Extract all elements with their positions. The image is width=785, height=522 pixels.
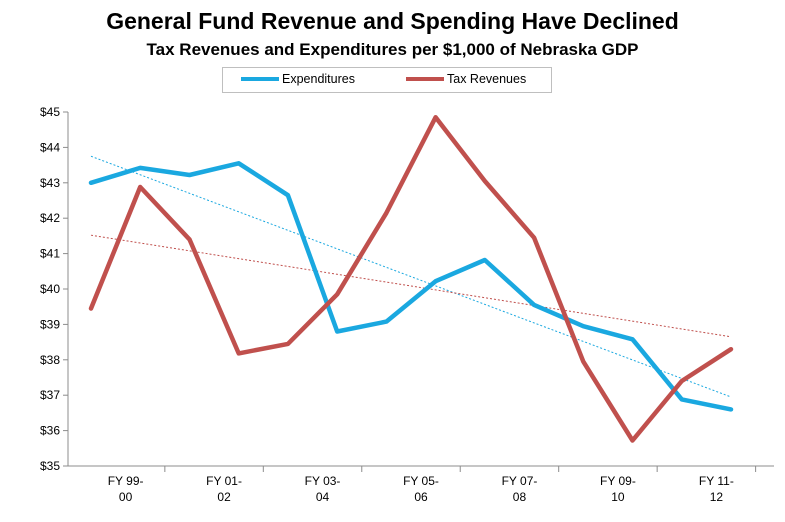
x-tick-label: 02 <box>217 490 231 504</box>
series-lines <box>88 115 734 443</box>
series-line-tax-revenues <box>88 115 734 443</box>
x-tick-label: FY 05- <box>403 474 439 488</box>
x-tick-label: 10 <box>611 490 625 504</box>
y-tick-label: $41 <box>40 247 60 261</box>
y-tick-label: $43 <box>40 176 60 190</box>
y-tick-label: $37 <box>40 388 60 402</box>
legend-label-expenditures: Expenditures <box>282 72 355 86</box>
y-tick-label: $42 <box>40 211 60 225</box>
legend-item-tax-revenues: Tax Revenues <box>406 72 526 86</box>
legend-swatch-expenditures <box>241 77 279 81</box>
x-tick-label: FY 03- <box>305 474 341 488</box>
trendline-tax-revenues <box>90 234 732 338</box>
x-tick-label: FY 07- <box>502 474 538 488</box>
y-tick-label: $44 <box>40 140 60 154</box>
x-tick-label: 04 <box>316 490 330 504</box>
y-tick-label: $35 <box>40 459 60 473</box>
chart-title: General Fund Revenue and Spending Have D… <box>106 8 679 34</box>
y-tick-label: $38 <box>40 353 60 367</box>
y-tick-label: $45 <box>40 105 60 119</box>
legend-item-expenditures: Expenditures <box>241 72 355 86</box>
series-line-expenditures <box>88 161 734 412</box>
x-tick-labels: FY 99- 00 FY 01- 02 FY 03- 04 FY 05- 06 FY 07- 08… <box>108 474 734 504</box>
x-tick-label: FY 01- <box>206 474 242 488</box>
trendline-expenditures <box>90 155 732 398</box>
x-tick-label: 12 <box>710 490 724 504</box>
chart-axes <box>63 111 774 472</box>
y-tick-label: $36 <box>40 424 60 438</box>
x-tick-label: FY 99- <box>108 474 144 488</box>
y-tick-label: $40 <box>40 282 60 296</box>
x-tick-label: 08 <box>513 490 527 504</box>
chart-subtitle: Tax Revenues and Expenditures per $1,000… <box>146 40 639 59</box>
y-tick-label: $39 <box>40 317 60 331</box>
legend-label-tax-revenues: Tax Revenues <box>447 72 527 86</box>
x-tick-label: 06 <box>414 490 428 504</box>
legend-swatch-tax-revenues <box>406 77 444 81</box>
y-tick-labels: $35 $36 $37 $38 $39 $40 $41 $42 $43 $44 $45 <box>40 105 60 473</box>
x-tick-label: 00 <box>119 490 133 504</box>
legend: Expenditures Tax Revenues <box>222 67 552 93</box>
x-tick-label: FY 09- <box>600 474 636 488</box>
trendlines <box>90 155 732 398</box>
x-tick-label: FY 11- <box>699 474 734 488</box>
